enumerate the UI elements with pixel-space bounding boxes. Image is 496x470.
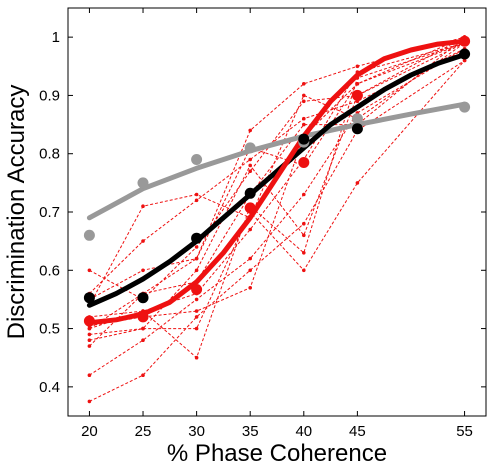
x-tick-label-40: 40	[295, 423, 312, 440]
x-axis-title: % Phase Coherence	[167, 440, 387, 467]
red-mean-point-55	[459, 35, 471, 47]
red-mean-point-35	[244, 202, 256, 214]
red-mean-point-45	[351, 89, 363, 101]
y-tick-label-1: 1	[52, 29, 60, 46]
individual-point-11-5	[302, 99, 306, 104]
red-fit-curve	[86, 38, 468, 326]
individual-point-2-2	[141, 338, 145, 343]
gray-mean-point-25	[137, 177, 149, 189]
individual-point-1-1	[87, 399, 92, 404]
y-tick-label-0.8: 0.8	[39, 146, 60, 163]
individual-point-4-1	[87, 332, 92, 337]
individual-point-8-5	[302, 93, 306, 98]
x-tick-label-55: 55	[456, 423, 473, 440]
black-mean-point-20	[83, 292, 95, 304]
individual-point-10-2	[141, 239, 145, 243]
x-tick-label-25: 25	[135, 423, 152, 440]
individual-point-10-4	[248, 157, 252, 162]
black-mean-point-40	[298, 133, 310, 145]
individual-point-2-5	[302, 192, 306, 197]
individual-point-11-4	[248, 169, 252, 173]
black-mean-point-55	[459, 48, 471, 60]
individual-point-4-4	[248, 163, 252, 168]
individual-point-4-5	[302, 233, 306, 238]
red-mean-point-20	[83, 315, 95, 327]
individual-point-9-3	[194, 256, 199, 261]
individual-point-10-3	[194, 198, 199, 203]
x-tick-label-30: 30	[188, 423, 205, 440]
red-mean-point-40	[298, 157, 310, 168]
individual-point-12-1	[87, 326, 92, 331]
y-tick-label-0.9: 0.9	[39, 87, 60, 104]
individual-point-12-5	[302, 251, 306, 255]
individual-point-11-3	[194, 245, 199, 249]
individual-point-2-4	[248, 256, 252, 261]
individual-point-1-2	[141, 373, 145, 378]
individual-point-3-4	[248, 128, 252, 133]
individual-point-1-4	[248, 268, 252, 273]
individual-point-2-1	[87, 373, 92, 378]
individual-point-1-3	[194, 315, 199, 319]
individual-point-4-3	[194, 268, 199, 273]
x-tick-label-35: 35	[242, 423, 259, 440]
individual-point-13-3	[194, 326, 199, 331]
gray-mean-point-45	[351, 113, 363, 125]
individual-point-8-3	[194, 192, 199, 197]
red-mean-point-25	[137, 311, 149, 323]
individual-point-13-6	[355, 181, 360, 185]
black-mean-point-30	[191, 232, 203, 244]
black-mean-point-45	[351, 123, 363, 135]
individual-point-9-2	[141, 268, 145, 273]
gray-mean-point-30	[191, 154, 203, 165]
individual-point-3-6	[355, 64, 360, 69]
individual-point-6-4	[248, 286, 252, 290]
gray-mean-point-55	[459, 101, 471, 113]
fit-curves-layer	[86, 38, 468, 326]
individual-point-3-5	[302, 82, 306, 86]
black-mean-point-25	[137, 292, 149, 304]
individual-point-13-1	[87, 338, 92, 343]
y-tick-label-0.4: 0.4	[39, 379, 60, 396]
y-tick-label-0.6: 0.6	[39, 262, 60, 279]
individual-point-8-2	[141, 204, 145, 208]
black-fit-curve	[86, 52, 468, 308]
gray-mean-point-20	[83, 229, 95, 241]
y-tick-label-0.7: 0.7	[39, 204, 60, 221]
black-mean-point-35	[244, 187, 256, 199]
gray-fit-curve	[86, 101, 468, 221]
y-tick-label-0.5: 0.5	[39, 321, 60, 338]
individual-point-10-5	[302, 116, 306, 121]
individual-point-9-6	[355, 82, 360, 86]
mean-points-layer	[83, 35, 471, 327]
individual-point-13-7	[462, 58, 467, 63]
individual-point-6-3	[194, 309, 199, 313]
x-tick-label-45: 45	[349, 423, 366, 440]
individual-point-5-5	[302, 122, 306, 127]
gray-mean-point-35	[244, 142, 256, 154]
individual-point-7-4	[248, 227, 252, 232]
individual-point-11-1	[87, 268, 92, 273]
individual-point-13-2	[141, 326, 145, 331]
individual-point-12-3	[194, 355, 199, 360]
y-axis-title: Discrimination Accuracy	[3, 85, 30, 340]
individual-point-13-5	[302, 268, 306, 273]
individual-point-1-5	[302, 221, 306, 226]
x-tick-label-20: 20	[81, 423, 98, 440]
individual-point-3-1	[87, 344, 92, 348]
individual-point-2-3	[194, 297, 199, 302]
axes-layer: 20 25 30 35 40 45 55 0.4 0.5 0.6 0.7 0.8 0.9 1	[39, 8, 486, 440]
red-mean-point-30	[191, 284, 203, 295]
